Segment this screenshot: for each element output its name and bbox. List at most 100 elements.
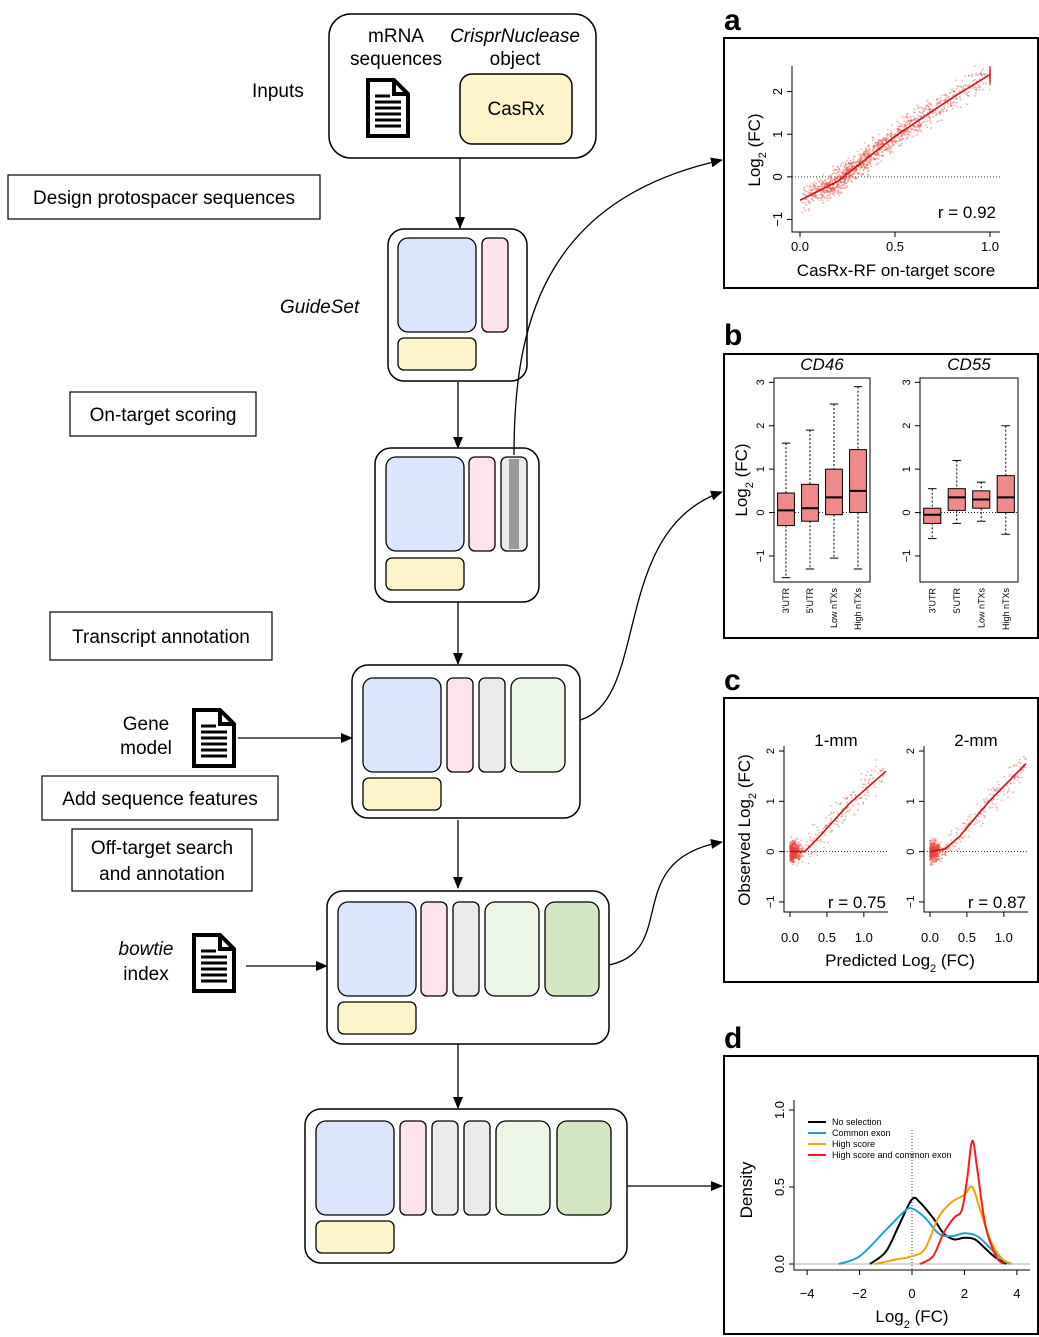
scatter-point-a [860,166,863,169]
scatter-point-c [793,845,795,847]
scatter-point-a [862,154,865,157]
scatter-point-a [864,154,866,156]
scatter-point-a [815,182,818,185]
arrow-to-panel-a [513,157,723,456]
scatter-point-a [833,186,836,189]
scatter-point-c [866,789,869,792]
scatter-point-c [983,814,986,817]
scatter-point-c [790,836,793,839]
scatter-point-a [852,158,855,161]
scatter-point-c [793,852,795,855]
scatter-point-c [959,840,962,843]
scatter-point-a [834,190,837,192]
scatter-point-a [956,85,959,87]
scatter-point-a [821,183,823,186]
y-tick-label-b: −1 [901,550,913,563]
scatter-point-c [792,854,794,857]
scatter-point-a [962,87,965,90]
scatter-point-c [933,842,936,845]
scatter-point-a [989,70,991,73]
scatter-point-c [838,825,840,828]
scatter-point-a [840,186,843,189]
scatter-point-a [964,84,967,87]
scatter-point-a [909,131,912,134]
scatter-point-a [906,129,909,132]
scatter-point-a [861,157,863,160]
scatter-point-a [821,189,824,192]
scatter-point-a [989,69,991,72]
scatter-point-a [820,185,823,188]
scatter-point-c [967,815,970,818]
scatter-point-a [847,173,850,176]
scatter-point-c [1019,766,1021,768]
scatter-point-a [817,188,819,191]
scatter-point-a [859,158,862,161]
scatter-point-a [924,108,927,111]
scatter-point-c [795,848,798,851]
scatter-point-a [915,126,917,129]
scatter-point-a [947,96,949,99]
scatter-point-a [880,160,882,162]
scatter-point-a [868,145,871,147]
scatter-point-a [980,80,983,83]
scatter-point-a [936,120,939,123]
scatter-point-a [838,183,841,186]
scatter-point-a [844,171,847,173]
scatter-point-a [848,162,851,164]
scatter-point-a [836,175,839,178]
scatter-point-a [903,133,906,136]
scatter-point-c [790,857,793,859]
scatter-point-a [975,72,977,75]
scatter-point-a [917,123,919,126]
scatter-point-a [946,102,949,105]
mrna-document-icon [366,78,410,138]
scatter-point-c [880,781,883,783]
scatter-point-a [836,183,839,186]
scatter-point-a [877,162,880,164]
scatter-point-a [949,92,952,94]
scatter-point-c [950,833,953,836]
step-features-label: Add sequence features [62,789,257,810]
scatter-point-a [967,74,970,77]
scatter-point-a [970,73,973,76]
scatter-point-a [906,135,909,138]
category-label-b: 3'UTR [927,588,937,614]
scatter-point-c [789,849,792,851]
scatter-point-a [918,110,920,113]
scatter-point-a [960,86,963,89]
scatter-point-a [989,76,991,79]
scatter-point-c [791,859,793,862]
scatter-point-c [830,831,832,833]
scatter-point-a [915,119,917,122]
scatter-point-a [880,154,883,157]
scatter-point-c [791,839,793,842]
scatter-point-c [797,855,800,858]
y-tick-label-b: 0 [901,509,913,515]
scatter-point-a [860,164,863,167]
scatter-point-a [831,187,834,189]
scatter-point-a [869,152,871,155]
scatter-point-c [1020,772,1023,774]
scatter-point-a [830,189,833,191]
scatter-point-c [794,852,796,855]
scatter-point-a [860,148,863,151]
scatter-point-a [864,166,867,169]
scatter-point-a [814,195,816,198]
scatter-point-c [798,841,800,844]
scatter-point-c [881,767,884,770]
scatter-point-a [834,177,837,180]
scatter-point-a [803,188,805,191]
scatter-point-a [910,128,913,131]
scatter-point-a [955,97,958,100]
scatter-point-c [961,822,964,825]
scatter-point-a [919,123,922,126]
scatter-point-a [800,201,803,204]
scatter-point-c [825,824,828,826]
scatter-point-c [933,861,936,863]
scatter-point-a [989,76,991,79]
scatter-point-a [912,118,915,121]
scatter-point-a [846,178,849,181]
scatter-point-a [864,166,867,168]
scatter-point-a [857,172,859,175]
scatter-point-a [855,177,857,180]
